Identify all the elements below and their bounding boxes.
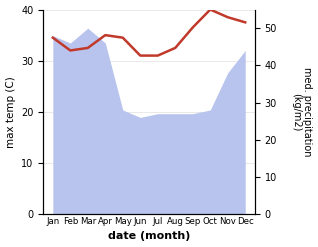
Y-axis label: med. precipitation
(kg/m2): med. precipitation (kg/m2) <box>291 67 313 157</box>
Y-axis label: max temp (C): max temp (C) <box>5 76 16 148</box>
X-axis label: date (month): date (month) <box>108 231 190 242</box>
